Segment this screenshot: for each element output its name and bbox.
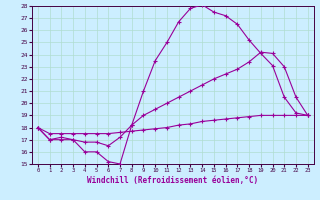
X-axis label: Windchill (Refroidissement éolien,°C): Windchill (Refroidissement éolien,°C)	[87, 176, 258, 185]
